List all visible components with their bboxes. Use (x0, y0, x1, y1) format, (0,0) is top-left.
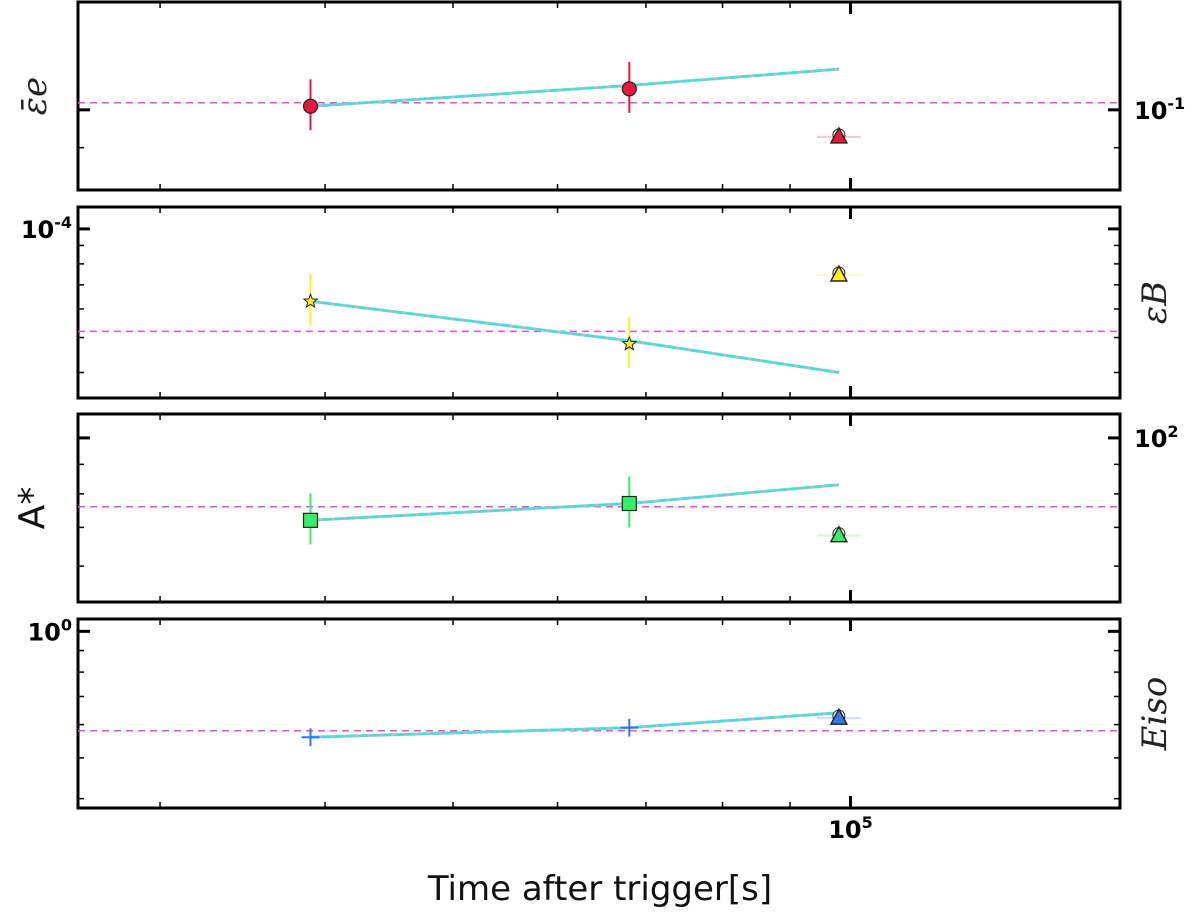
data-point-1 (302, 292, 319, 309)
y-tick-label: 100 (27, 615, 72, 646)
y-axis-label: εB (1135, 281, 1175, 324)
x-tick-label: 105 (828, 813, 873, 844)
panel-frame (76, 205, 1122, 400)
data-point-1 (302, 98, 319, 114)
y-axis-label: A* (12, 487, 53, 530)
upper-limit-marker (829, 707, 849, 725)
y-tick-label: 10-1 (1134, 94, 1185, 125)
y-axis-label: ε̄e (15, 77, 55, 115)
data-point-2 (620, 718, 639, 737)
data-point-1 (301, 728, 320, 747)
y-axis-label: Eiso (1135, 677, 1175, 752)
panel-1: 10-1 ε̄e (15, 0, 1185, 192)
panel-frame (76, 617, 1122, 810)
upper-limit-marker (829, 264, 849, 282)
y-tick-label: 10-4 (21, 213, 72, 244)
data-point-2 (621, 335, 638, 351)
upper-limit-marker (829, 126, 849, 144)
data-point-2 (621, 495, 637, 512)
fit-line (310, 300, 840, 374)
panel-3: 102 A* (12, 412, 1179, 604)
data-point-1 (302, 512, 319, 528)
y-tick-label: 102 (1134, 422, 1179, 453)
data-point-2 (621, 81, 637, 97)
fit-line-shadow (310, 711, 840, 739)
panel-2: 10-4 εB (21, 205, 1175, 400)
panel-frame (76, 0, 1122, 192)
panel-frame (76, 412, 1122, 604)
panel-4: 100 Eiso (27, 615, 1175, 810)
fit-line (310, 483, 840, 522)
x-axis-label: Time after trigger[s] (427, 869, 772, 909)
upper-limit-marker (829, 525, 849, 543)
